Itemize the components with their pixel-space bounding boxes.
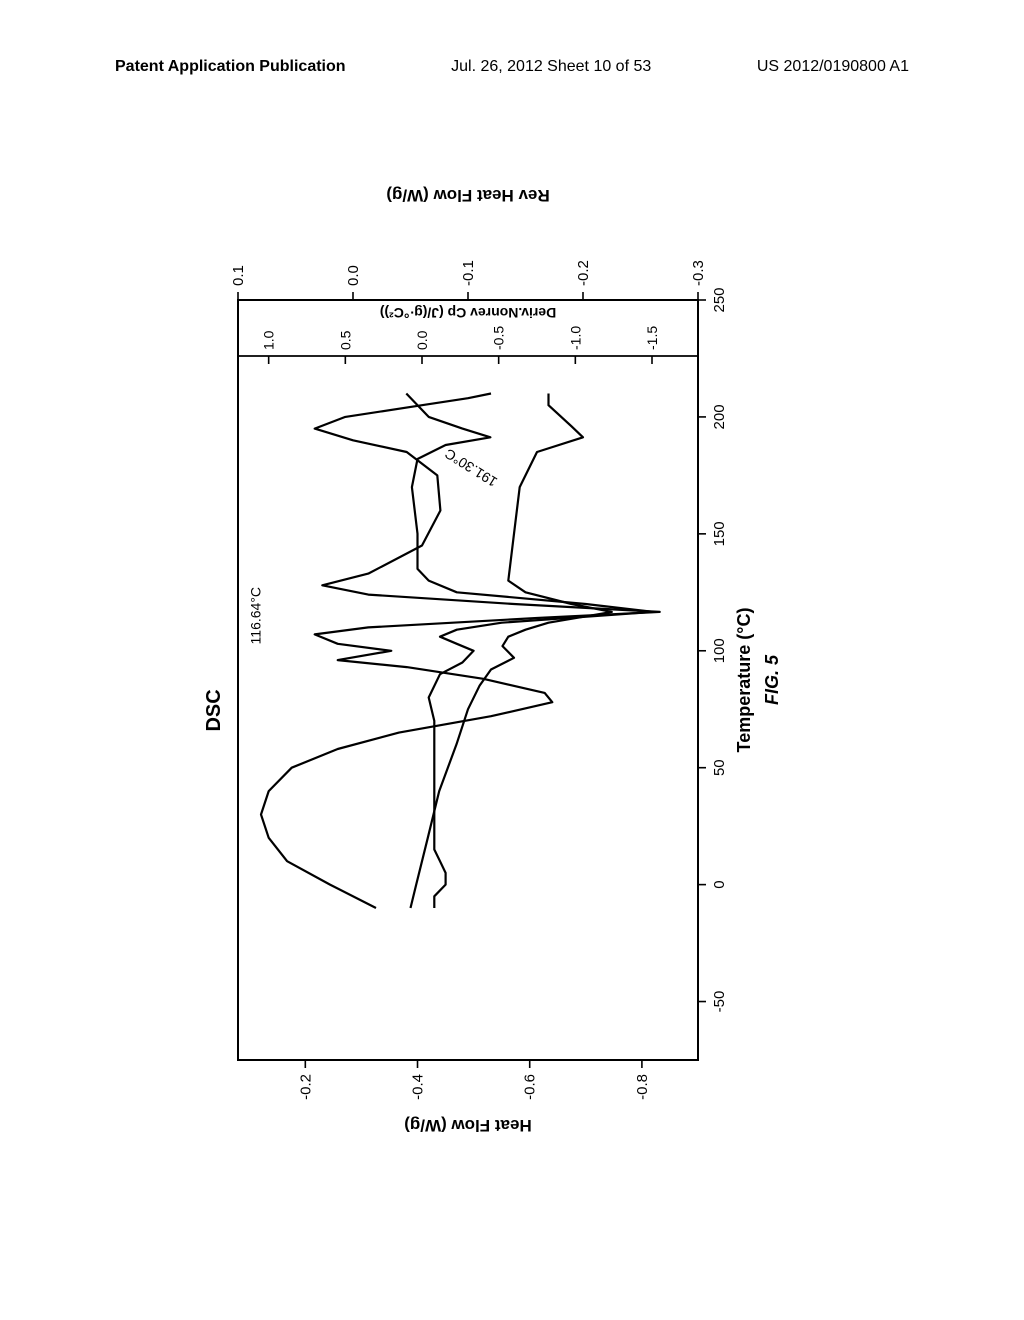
svg-text:250: 250 (711, 287, 728, 312)
header-middle: Jul. 26, 2012 Sheet 10 of 53 (451, 58, 651, 76)
svg-text:150: 150 (711, 521, 728, 546)
svg-text:-1.5: -1.5 (644, 326, 660, 350)
svg-text:-0.5: -0.5 (491, 326, 507, 350)
svg-text:FIG. 5: FIG. 5 (762, 654, 782, 705)
svg-text:Rev Heat Flow (W/g): Rev Heat Flow (W/g) (386, 186, 549, 205)
svg-text:0: 0 (711, 880, 728, 888)
svg-text:-0.8: -0.8 (634, 1074, 651, 1100)
svg-text:191.30°C: 191.30°C (442, 446, 500, 491)
svg-text:-50: -50 (711, 991, 728, 1013)
svg-text:-0.6: -0.6 (522, 1074, 539, 1100)
svg-text:Deriv.Nonrev Cp (J/(g·°C²)): Deriv.Nonrev Cp (J/(g·°C²)) (380, 305, 556, 321)
svg-text:100: 100 (711, 638, 728, 663)
svg-text:0.0: 0.0 (345, 265, 362, 286)
svg-text:0.0: 0.0 (414, 330, 430, 350)
svg-text:0.5: 0.5 (337, 330, 353, 350)
svg-text:-1.0: -1.0 (567, 326, 583, 350)
svg-text:116.64°C: 116.64°C (247, 587, 263, 645)
svg-text:-0.4: -0.4 (410, 1074, 427, 1100)
svg-text:-0.2: -0.2 (297, 1074, 314, 1100)
svg-text:DSC: DSC (203, 689, 225, 731)
svg-text:50: 50 (711, 759, 728, 776)
dsc-chart: -50 0 50 100 150 200 250 Temperature (°C) FIG. 5… (190, 170, 810, 1150)
svg-text:Temperature (°C): Temperature (°C) (734, 608, 754, 753)
page-header: Patent Application Publication Jul. 26, … (0, 58, 1024, 76)
svg-text:200: 200 (711, 404, 728, 429)
dsc-svg: -50 0 50 100 150 200 250 Temperature (°C) FIG. 5… (190, 170, 810, 1150)
header-right: US 2012/0190800 A1 (757, 58, 909, 76)
svg-text:1.0: 1.0 (261, 330, 277, 350)
svg-text:-0.2: -0.2 (575, 260, 592, 286)
svg-text:-0.3: -0.3 (690, 260, 707, 286)
header-left: Patent Application Publication (115, 58, 346, 76)
svg-text:Heat Flow (W/g): Heat Flow (W/g) (404, 1116, 531, 1135)
svg-text:-0.1: -0.1 (460, 260, 477, 286)
svg-text:0.1: 0.1 (230, 265, 247, 286)
